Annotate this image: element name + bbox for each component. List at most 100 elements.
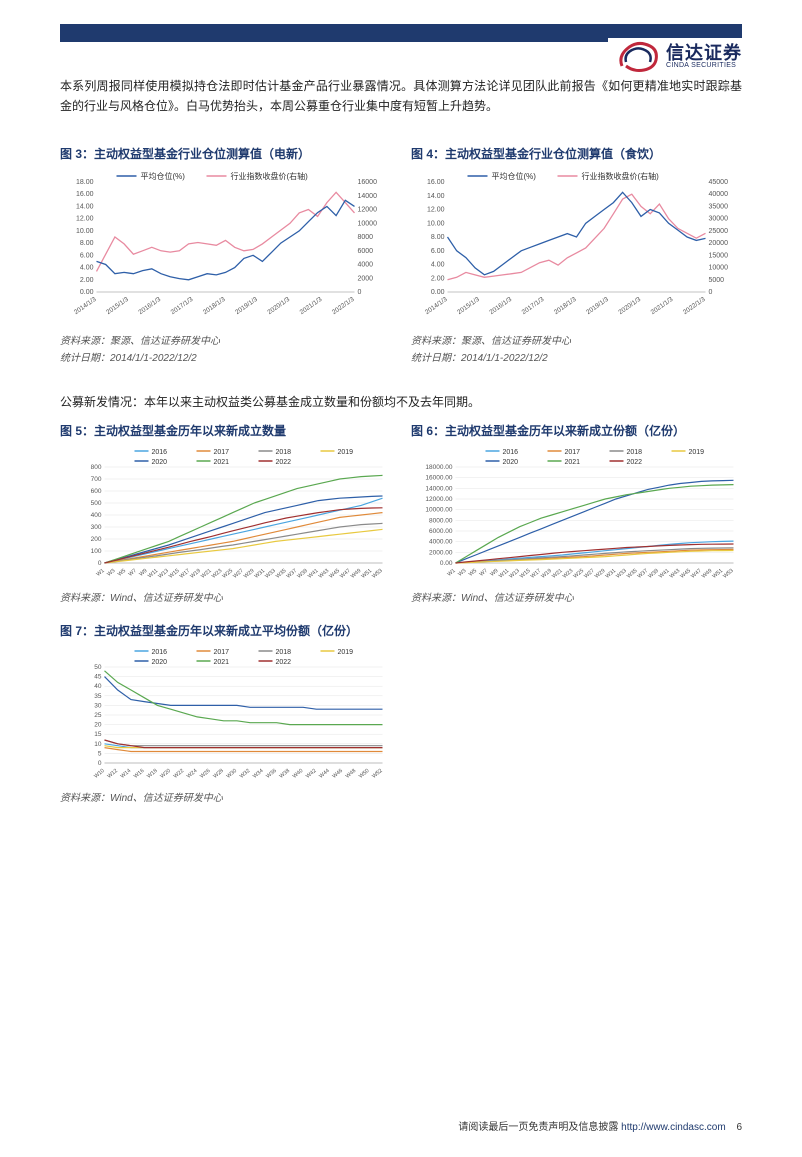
- svg-text:2020/1/3: 2020/1/3: [617, 295, 642, 315]
- svg-text:8.00: 8.00: [431, 234, 445, 241]
- svg-text:2018: 2018: [627, 449, 643, 456]
- svg-text:4000: 4000: [358, 261, 374, 268]
- svg-text:W7: W7: [128, 568, 138, 578]
- svg-text:W37: W37: [286, 568, 299, 580]
- svg-text:2022/1/3: 2022/1/3: [682, 295, 707, 315]
- svg-text:20: 20: [94, 722, 102, 729]
- svg-text:W10: W10: [93, 768, 106, 780]
- svg-text:8000.00: 8000.00: [429, 518, 453, 525]
- chart-6-source: 资料来源：Wind、信达证券研发中心: [411, 589, 742, 604]
- svg-text:W37: W37: [637, 568, 650, 580]
- svg-text:W47: W47: [339, 568, 352, 580]
- svg-text:W13: W13: [508, 568, 521, 580]
- chart-4: 图 4：主动权益型基金行业仓位测算值（食饮） 平均仓位(%)行业指数收盘价(右轴…: [411, 145, 742, 364]
- svg-text:W36: W36: [265, 768, 278, 780]
- svg-text:W1: W1: [96, 568, 106, 578]
- svg-text:14.00: 14.00: [76, 203, 94, 210]
- svg-text:W25: W25: [222, 568, 235, 580]
- svg-text:W53: W53: [371, 568, 384, 580]
- svg-text:5000: 5000: [709, 277, 725, 284]
- svg-text:W21: W21: [200, 568, 213, 580]
- svg-text:W3: W3: [457, 568, 467, 578]
- svg-text:2014/1/3: 2014/1/3: [424, 295, 449, 315]
- svg-text:2018: 2018: [276, 649, 292, 656]
- svg-text:W27: W27: [583, 568, 596, 580]
- svg-text:W33: W33: [615, 568, 628, 580]
- svg-text:W5: W5: [117, 568, 127, 578]
- svg-text:50: 50: [94, 664, 102, 671]
- svg-text:W35: W35: [626, 568, 639, 580]
- svg-text:20000: 20000: [709, 240, 729, 247]
- svg-text:W30: W30: [226, 768, 239, 780]
- svg-text:行业指数收盘价(右轴): 行业指数收盘价(右轴): [231, 171, 309, 181]
- svg-text:2018: 2018: [276, 449, 292, 456]
- svg-text:W18: W18: [146, 768, 159, 780]
- chart-3-source: 资料来源：聚源、信达证券研发中心: [60, 332, 391, 347]
- footer-link[interactable]: http://www.cindasc.com: [621, 1122, 725, 1133]
- svg-text:2021: 2021: [214, 659, 230, 666]
- svg-text:W15: W15: [168, 568, 181, 580]
- svg-text:200: 200: [91, 536, 102, 543]
- svg-text:W33: W33: [264, 568, 277, 580]
- svg-text:W52: W52: [371, 768, 384, 780]
- svg-text:12000: 12000: [358, 206, 378, 213]
- svg-text:2020: 2020: [152, 659, 168, 666]
- svg-text:2020/1/3: 2020/1/3: [266, 295, 291, 315]
- chart-7-source: 资料来源：Wind、信达证券研发中心: [60, 789, 391, 804]
- svg-text:800: 800: [91, 464, 102, 471]
- logo-en: CINDA SECURITIES: [666, 62, 742, 69]
- svg-text:10000: 10000: [709, 264, 729, 271]
- svg-text:W24: W24: [186, 768, 199, 780]
- svg-text:2016: 2016: [152, 649, 168, 656]
- svg-text:2015/1/3: 2015/1/3: [105, 295, 130, 315]
- svg-text:2022: 2022: [276, 459, 292, 466]
- svg-text:W49: W49: [701, 568, 714, 580]
- svg-text:平均仓位(%): 平均仓位(%): [141, 171, 186, 181]
- chart-4-title: 图 4：主动权益型基金行业仓位测算值（食饮）: [411, 145, 742, 162]
- svg-text:W31: W31: [254, 568, 267, 580]
- svg-text:25000: 25000: [709, 228, 729, 235]
- svg-text:14000.00: 14000.00: [425, 486, 452, 493]
- svg-text:6000.00: 6000.00: [429, 528, 453, 535]
- svg-text:W31: W31: [605, 568, 618, 580]
- svg-text:W16: W16: [133, 768, 146, 780]
- svg-text:10: 10: [94, 741, 102, 748]
- svg-text:W25: W25: [573, 568, 586, 580]
- svg-text:W44: W44: [318, 768, 331, 780]
- svg-text:W27: W27: [232, 568, 245, 580]
- svg-text:W47: W47: [690, 568, 703, 580]
- svg-text:2017: 2017: [214, 649, 230, 656]
- svg-text:400: 400: [91, 512, 102, 519]
- chart-4-source: 资料来源：聚源、信达证券研发中心: [411, 332, 742, 347]
- svg-text:W12: W12: [107, 768, 120, 780]
- svg-text:2017/1/3: 2017/1/3: [521, 295, 546, 315]
- svg-text:2017: 2017: [214, 449, 230, 456]
- svg-text:W14: W14: [120, 768, 133, 780]
- svg-text:0: 0: [358, 289, 362, 296]
- chart-5: 图 5：主动权益型基金历年以来新成立数量 2016201720182019202…: [60, 422, 391, 604]
- svg-text:14.00: 14.00: [427, 193, 445, 200]
- svg-text:0.00: 0.00: [440, 560, 453, 567]
- chart-6-title: 图 6：主动权益型基金历年以来新成立份额（亿份）: [411, 422, 742, 439]
- svg-text:W3: W3: [106, 568, 116, 578]
- svg-text:30: 30: [94, 703, 102, 710]
- svg-text:35: 35: [94, 693, 102, 700]
- page-number: 6: [736, 1122, 742, 1133]
- svg-text:10.00: 10.00: [76, 228, 94, 235]
- svg-text:W51: W51: [712, 568, 725, 580]
- chart-3-date: 统计日期：2014/1/1-2022/12/2: [60, 349, 391, 364]
- svg-text:30000: 30000: [709, 215, 729, 222]
- svg-text:4.00: 4.00: [80, 264, 94, 271]
- chart-7-title: 图 7：主动权益型基金历年以来新成立平均份额（亿份）: [60, 622, 391, 639]
- svg-text:12.00: 12.00: [427, 206, 445, 213]
- svg-text:W29: W29: [594, 568, 607, 580]
- svg-text:W15: W15: [519, 568, 532, 580]
- svg-text:2021/1/3: 2021/1/3: [299, 295, 324, 315]
- chart-5-canvas: 2016201720182019202020212022010020030040…: [60, 445, 391, 585]
- svg-text:16.00: 16.00: [427, 179, 445, 186]
- svg-text:2022: 2022: [276, 659, 292, 666]
- svg-text:2.00: 2.00: [431, 275, 445, 282]
- svg-text:2021/1/3: 2021/1/3: [650, 295, 675, 315]
- svg-text:W48: W48: [345, 768, 358, 780]
- logo: 信达证券 CINDA SECURITIES: [608, 38, 742, 74]
